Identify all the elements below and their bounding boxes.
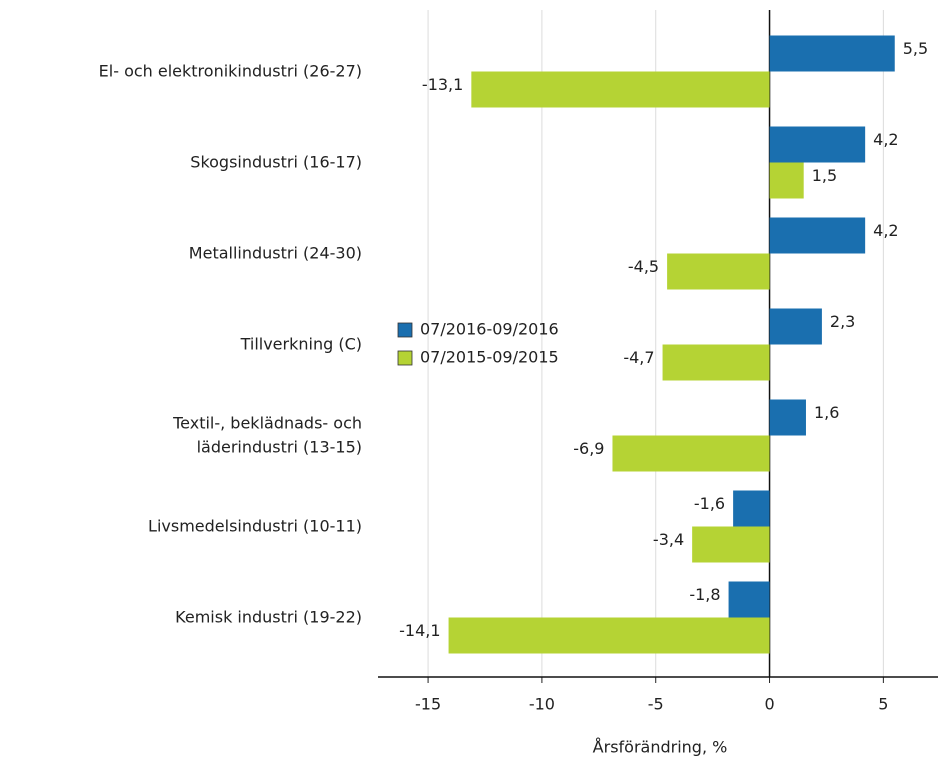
y-tick-label: Tillverkning (C) [240, 334, 362, 353]
data-label: 1,6 [814, 403, 839, 422]
y-tick-label: Skogsindustri (16-17) [190, 152, 362, 171]
data-label: -4,5 [628, 257, 659, 276]
legend-label: 07/2016-09/2016 [420, 320, 559, 339]
y-tick-label: Livsmedelsindustri (10-11) [148, 516, 362, 535]
bar [692, 526, 770, 563]
bar [667, 253, 770, 290]
data-label: 2,3 [830, 312, 855, 331]
legend-swatch [397, 322, 413, 338]
legend-swatch [397, 350, 413, 366]
bar [769, 162, 804, 199]
legend-label: 07/2015-09/2015 [420, 348, 559, 367]
bar [662, 344, 770, 381]
bar [471, 71, 770, 108]
data-label: -6,9 [573, 439, 604, 458]
x-tick-label: 0 [764, 695, 774, 714]
x-tick-label: -5 [648, 695, 664, 714]
bar [769, 399, 806, 436]
data-label: -14,1 [399, 621, 440, 640]
data-label: -4,7 [623, 348, 654, 367]
bar [769, 217, 866, 254]
bar [769, 308, 822, 345]
bar [728, 581, 770, 618]
bar [769, 126, 866, 163]
bar [733, 490, 770, 527]
bar [612, 435, 770, 472]
y-tick-label: Metallindustri (24-30) [189, 243, 362, 262]
data-label: 1,5 [812, 166, 837, 185]
data-label: 4,2 [873, 221, 898, 240]
x-axis-title: Årsförändring, % [593, 738, 728, 757]
x-tick-label: -15 [415, 695, 441, 714]
y-tick-label: Textil-, beklädnads- och läderindustri (1… [172, 413, 362, 456]
data-label: -13,1 [422, 75, 463, 94]
data-label: -1,8 [689, 585, 720, 604]
y-tick-label: El- och elektronikindustri (26-27) [99, 61, 362, 80]
bar [769, 35, 895, 72]
x-tick-label: 5 [878, 695, 888, 714]
data-label: 5,5 [903, 39, 928, 58]
data-label: -1,6 [694, 494, 725, 513]
y-tick-label: Kemisk industri (19-22) [175, 607, 362, 626]
bar [448, 617, 770, 654]
data-label: 4,2 [873, 130, 898, 149]
data-label: -3,4 [653, 530, 684, 549]
x-tick-label: -10 [529, 695, 555, 714]
